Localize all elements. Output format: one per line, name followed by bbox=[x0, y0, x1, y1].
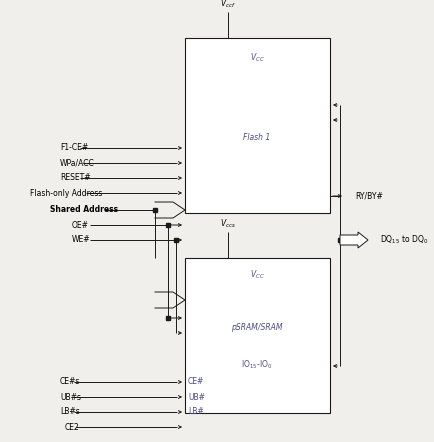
Text: CE#s: CE#s bbox=[60, 377, 80, 386]
Text: UB#s: UB#s bbox=[60, 392, 81, 401]
Text: DQ$_{15}$ to DQ$_0$: DQ$_{15}$ to DQ$_0$ bbox=[380, 234, 429, 246]
Text: CE#: CE# bbox=[188, 377, 204, 386]
Text: pSRAM/SRAM: pSRAM/SRAM bbox=[231, 324, 283, 332]
Text: RESET#: RESET# bbox=[60, 174, 91, 183]
Text: LB#s: LB#s bbox=[60, 408, 80, 416]
Text: WE#: WE# bbox=[72, 236, 91, 244]
Bar bbox=[185, 38, 330, 213]
Text: OE#: OE# bbox=[72, 221, 89, 229]
Text: Flash 1: Flash 1 bbox=[243, 133, 271, 142]
Text: Shared Address: Shared Address bbox=[50, 206, 118, 214]
Text: Flash-only Address: Flash-only Address bbox=[30, 188, 102, 198]
Text: V$_{CC}$: V$_{CC}$ bbox=[250, 52, 264, 64]
Text: F1-CE#: F1-CE# bbox=[60, 144, 88, 152]
Text: V$_{ccs}$: V$_{ccs}$ bbox=[220, 217, 236, 230]
Text: V$_{ccf}$: V$_{ccf}$ bbox=[220, 0, 236, 10]
Text: CE2: CE2 bbox=[65, 423, 80, 431]
Text: RY/BY#: RY/BY# bbox=[355, 191, 383, 201]
Polygon shape bbox=[340, 232, 368, 248]
Text: V$_{CC}$: V$_{CC}$ bbox=[250, 269, 264, 281]
Text: UB#: UB# bbox=[188, 392, 205, 401]
Text: IO$_{15}$-IO$_0$: IO$_{15}$-IO$_0$ bbox=[241, 359, 273, 371]
Text: LB#: LB# bbox=[188, 408, 204, 416]
Bar bbox=[185, 258, 330, 413]
Text: WPa/ACC: WPa/ACC bbox=[60, 159, 95, 168]
